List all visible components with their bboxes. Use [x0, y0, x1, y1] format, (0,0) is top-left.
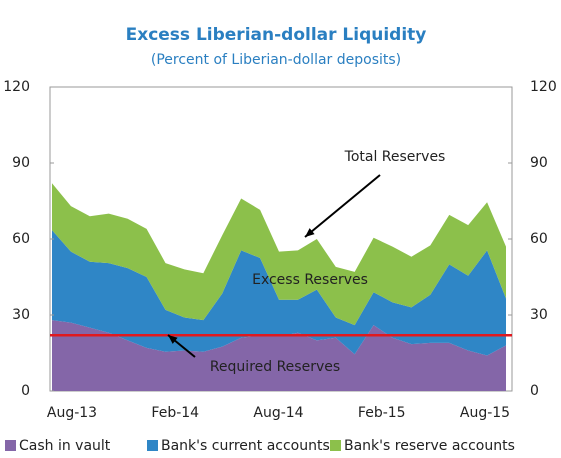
- y-tick-label: 60: [12, 231, 30, 247]
- area: [52, 320, 506, 391]
- x-tick-label: Aug-14: [253, 405, 303, 421]
- y2-tick-label: 0: [530, 383, 539, 399]
- legend-label: Cash in vault: [19, 438, 111, 454]
- y-tick-label: 30: [12, 307, 30, 323]
- legend-swatch: [147, 440, 158, 451]
- legend-label: Bank's current accounts: [161, 438, 330, 454]
- area: [52, 230, 506, 356]
- x-tick-label: Aug-13: [47, 405, 97, 421]
- y2-tick-label: 90: [530, 155, 548, 171]
- arrow-head: [168, 335, 178, 344]
- annotation: Total Reserves: [344, 149, 446, 165]
- y-tick-label: 90: [12, 155, 30, 171]
- legend-swatch: [330, 440, 341, 451]
- y-tick-label: 0: [21, 383, 30, 399]
- y2-tick-label: 60: [530, 231, 548, 247]
- legend-swatch: [5, 440, 16, 451]
- arrow-head: [305, 228, 315, 237]
- y-tick-label: 120: [3, 79, 30, 95]
- arrow-line: [304, 174, 381, 238]
- area: [52, 183, 506, 326]
- chart-subtitle: (Percent of Liberian-dollar deposits): [151, 52, 401, 68]
- x-tick-label: Aug-15: [460, 405, 510, 421]
- x-tick-label: Feb-14: [151, 405, 199, 421]
- annotation: Required Reserves: [210, 359, 340, 375]
- annotation: Excess Reserves: [252, 272, 368, 288]
- legend-label: Bank's reserve accounts: [344, 438, 515, 454]
- y2-tick-label: 30: [530, 307, 548, 323]
- chart-title: Excess Liberian-dollar Liquidity: [126, 25, 427, 45]
- y2-tick-label: 120: [530, 79, 557, 95]
- x-tick-label: Feb-15: [358, 405, 406, 421]
